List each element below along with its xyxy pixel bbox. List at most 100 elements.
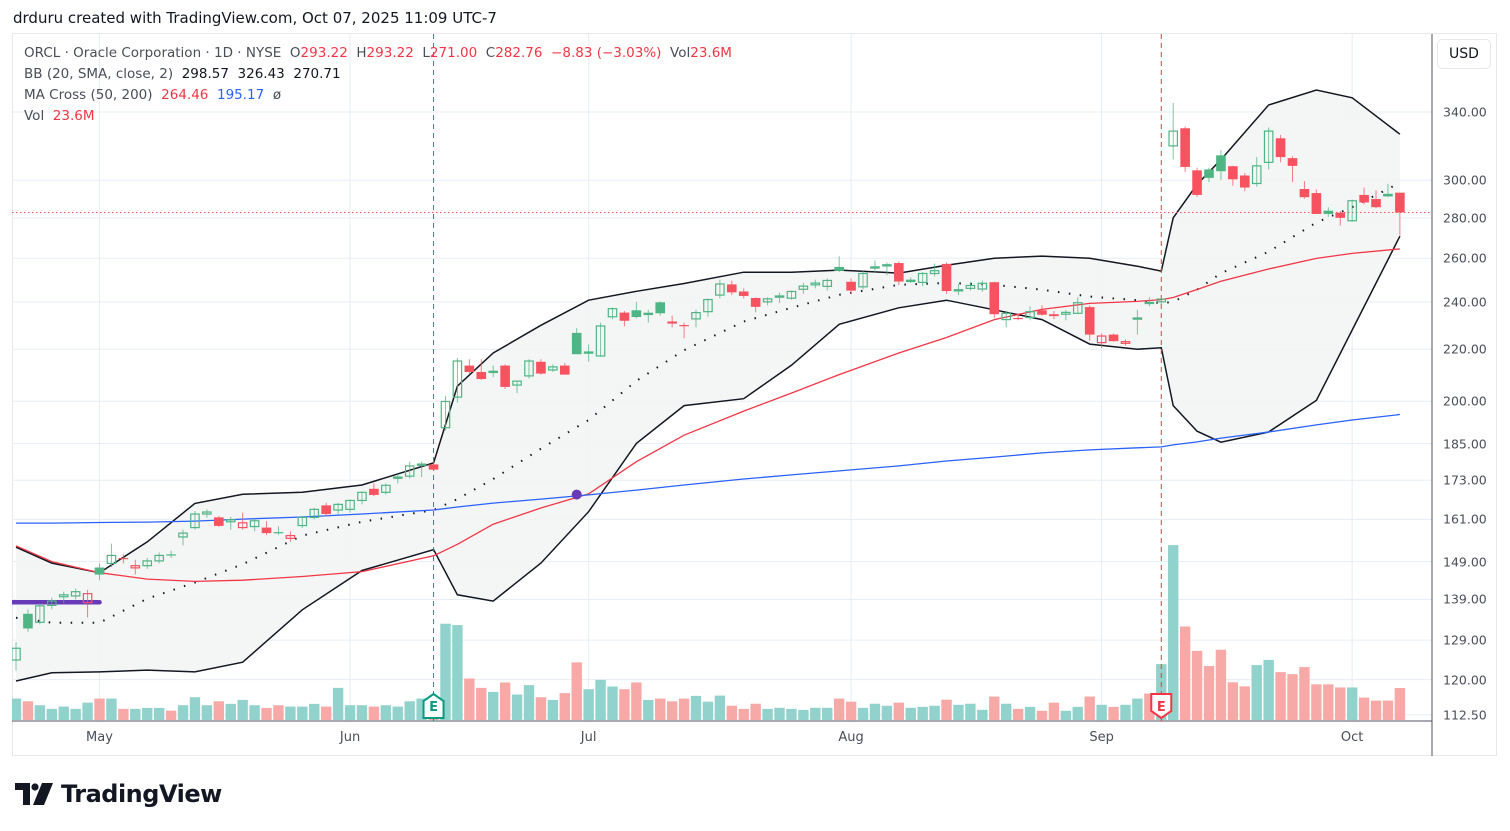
ma-slow-value: 195.17 <box>216 87 265 103</box>
candle-body <box>381 484 391 493</box>
volume-bar <box>1203 666 1215 720</box>
earnings-marker[interactable] <box>1150 693 1173 720</box>
price-tick-label: 139.00 <box>1443 591 1487 607</box>
candle-body <box>404 465 415 477</box>
price-tick-label: 185.00 <box>1443 436 1487 452</box>
volume-bar <box>70 708 81 720</box>
earnings-marker-label: E <box>1157 700 1166 715</box>
high-label: H <box>356 45 367 61</box>
volume-bar <box>1215 649 1227 720</box>
volume-bar <box>201 705 213 720</box>
candle-body <box>142 560 153 567</box>
candle-body <box>106 554 117 565</box>
time-tick-label: May <box>86 730 113 745</box>
candle-body <box>524 360 534 377</box>
candle-body <box>225 519 236 523</box>
volume-bar <box>559 693 570 720</box>
volume-bar <box>1311 684 1322 720</box>
volume-bar <box>678 698 690 720</box>
volume-bar <box>213 701 225 720</box>
legend-symbol-row: ORCL · Oracle Corporation · 1D · NYSE O2… <box>24 45 732 61</box>
volume-bar <box>416 698 427 720</box>
candle-body <box>1061 311 1071 315</box>
candle-body <box>1192 170 1202 195</box>
chart-frame <box>12 33 1497 756</box>
bb-basis-value: 298.57 <box>181 66 229 82</box>
candle-body <box>500 365 510 387</box>
volume-bar <box>94 698 105 720</box>
candle-body <box>154 554 164 562</box>
legend-ma-row[interactable]: MA Cross (50, 200) 264.46 195.17 ø <box>24 87 281 103</box>
candle-body <box>583 351 594 354</box>
candle-body <box>392 476 403 479</box>
currency-button[interactable]: USD <box>1437 39 1491 69</box>
legend-bb-row[interactable]: BB (20, SMA, close, 2) 298.57 326.43 270… <box>24 66 341 82</box>
candle-body <box>178 532 188 538</box>
volume-bar <box>1000 703 1012 720</box>
candle-body <box>309 508 320 518</box>
price-tick-label: 173.00 <box>1443 472 1487 488</box>
volume-bar <box>1299 667 1310 720</box>
candle-body <box>58 594 69 598</box>
candle-body <box>1287 158 1298 166</box>
candle-body <box>977 282 988 290</box>
volume-bar <box>523 685 535 720</box>
volume-bar <box>356 705 368 720</box>
volume-bar <box>1012 708 1024 720</box>
price-tick-label: 340.00 <box>1443 104 1487 120</box>
volume-bar <box>845 701 857 720</box>
volume-bar <box>1370 700 1382 720</box>
candle-body <box>810 282 821 286</box>
volume-bar <box>1048 702 1060 720</box>
candle-body <box>1347 200 1357 222</box>
candle-body <box>1049 314 1059 317</box>
volume-bar <box>869 703 881 720</box>
candle-body <box>23 613 33 629</box>
candle-body <box>202 511 212 515</box>
candle-body <box>703 298 713 313</box>
volume-bar <box>189 697 201 720</box>
volume-bar <box>762 708 773 720</box>
candle-body <box>607 308 618 318</box>
bb-upper-value: 326.43 <box>237 66 285 82</box>
volume-bar <box>130 708 141 720</box>
volume-bar <box>22 701 34 720</box>
candle-body <box>595 325 606 357</box>
ma-cross-symbol: ø <box>272 87 282 103</box>
price-tick-label: 120.00 <box>1443 672 1487 688</box>
earnings-marker[interactable] <box>422 692 445 719</box>
volume-bar <box>332 687 344 720</box>
candle-body <box>774 295 785 298</box>
candle-body <box>214 517 224 526</box>
tradingview-logo-icon <box>15 783 53 805</box>
time-tick-label: Jun <box>339 730 361 745</box>
candle-body <box>1084 307 1095 335</box>
ma50-line <box>15 248 1400 583</box>
volume-bar <box>225 703 236 720</box>
volume-bar <box>595 679 606 720</box>
volume-bar <box>702 701 714 720</box>
volume-bar <box>917 706 928 720</box>
volume-bar <box>285 706 296 720</box>
price-tick-label: 149.00 <box>1443 554 1487 570</box>
candle-body <box>619 312 630 321</box>
candle-body <box>35 605 45 623</box>
tradingview-logo[interactable]: TradingView <box>15 780 222 808</box>
volume-bar <box>82 702 93 720</box>
plot-area[interactable] <box>10 34 1432 721</box>
candle-body <box>1144 301 1155 305</box>
volume-bar <box>320 706 332 720</box>
legend-volume-row[interactable]: Vol 23.6M <box>24 108 95 124</box>
legend-symbol: ORCL · Oracle Corporation · 1D · NYSE <box>24 45 282 61</box>
candle-body <box>631 310 642 318</box>
volume-bar <box>905 707 916 720</box>
volume-bar <box>297 706 308 720</box>
low-value: 271.00 <box>429 45 478 61</box>
volume-bar <box>583 689 594 720</box>
time-tick-label: Jul <box>580 730 597 745</box>
volume-bar <box>738 708 749 720</box>
volume-bar <box>440 623 451 720</box>
volume-bar <box>1227 682 1239 720</box>
volume-bar <box>857 707 869 720</box>
